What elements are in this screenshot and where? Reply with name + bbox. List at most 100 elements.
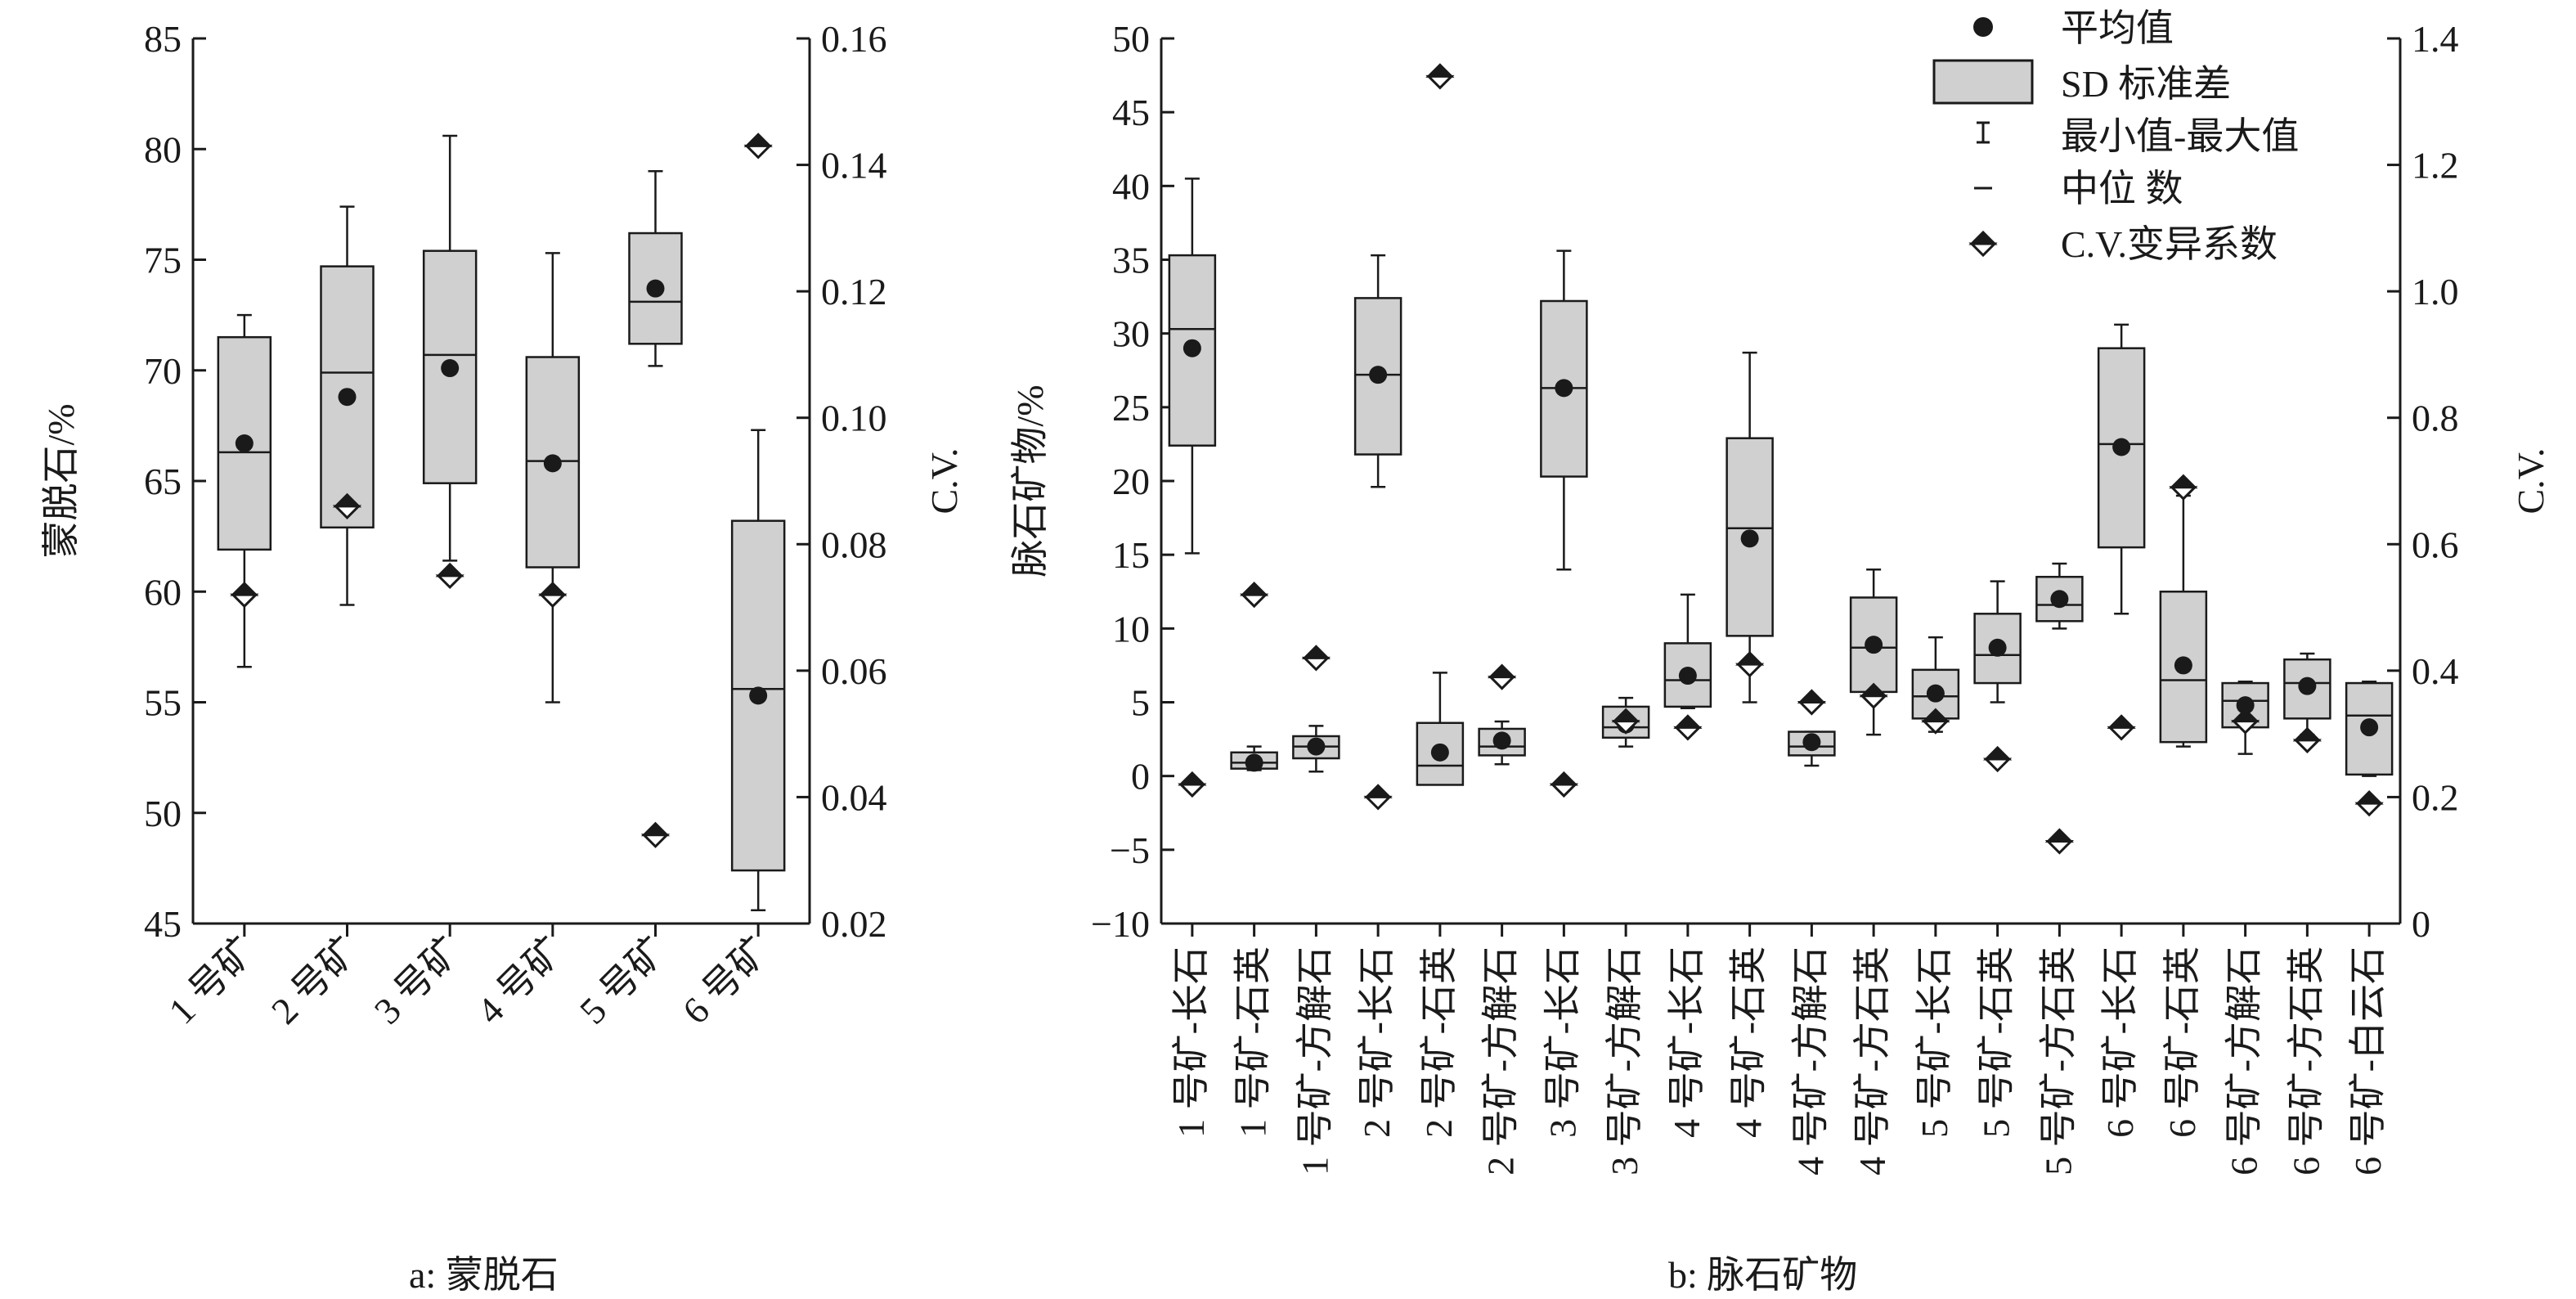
panel-b-cv-marker-top (1549, 771, 1579, 786)
panel-b-x-tick-label: 5 号矿-方石英 (2037, 946, 2079, 1175)
panel-b-x-tick-label-mineral: -石英 (1976, 946, 2017, 1034)
panel-a-y2-tick-label: 0.12 (821, 271, 887, 312)
panel-b-cv-marker (1178, 771, 1207, 798)
panel-a-cv-marker (743, 133, 773, 160)
panel-b-x-tick-label: 6 号矿-方石英 (2285, 946, 2327, 1175)
panel-b-x-tick-label-mineral: -方石英 (2037, 946, 2079, 1072)
panel-b-cv-marker (2044, 828, 2075, 855)
panel-a-cv-marker-top (743, 133, 773, 147)
panel-b-y-tick-label: 5 (1131, 682, 1150, 724)
panel-b-x-tick-label-mineral: -石英 (2161, 946, 2203, 1034)
caption-a: a: 蒙脱石 (409, 1254, 559, 1296)
panel-b-x-tick-label-mine: 6 号矿 (2161, 1034, 2203, 1138)
panel-b-x-tick-label-mine: 2 号矿 (1480, 1072, 1522, 1175)
panel-b-x-tick-label-mineral: -方石英 (1851, 946, 1893, 1072)
panel-b-mean-point (1430, 743, 1449, 762)
panel-b-y2-tick-label: 1.0 (2412, 271, 2459, 312)
panel-b-cv-marker-bottom (2231, 720, 2260, 735)
panel-b-x-tick-label-mine: 6 号矿 (2347, 1072, 2389, 1175)
panel-b-cv-marker-bottom (2169, 486, 2198, 501)
panel-b-cv-marker (1301, 645, 1331, 672)
panel-b-x-tick-label-mine: 6 号矿 (2099, 1034, 2141, 1138)
legend-cv-marker (1968, 230, 1998, 258)
panel-b-x-tick-label-mine: 6 号矿 (2285, 1072, 2327, 1175)
panel-a-cv-marker-top (230, 581, 259, 596)
panel-b-x-tick-label-mineral: -长石 (1914, 946, 1955, 1034)
panel-b-x-tick-label-mine: 4 号矿 (1728, 1034, 1770, 1138)
panel-b-x-tick-label: 4 号矿-石英 (1728, 946, 1770, 1138)
panel-a-cv-marker-bottom (538, 593, 568, 609)
panel-b-x-tick-label-mineral: -方石英 (2285, 946, 2327, 1072)
panel-b-x-tick-label: 1 号矿-方解石 (1294, 946, 1335, 1175)
panel-b-cv-marker (1921, 708, 1950, 735)
panel-b-cv-marker (1363, 784, 1393, 811)
panel-b-x-tick-label-mine: 4 号矿 (1666, 1034, 1708, 1138)
panel-b-cv-marker-top (1301, 645, 1331, 659)
panel-b-cv-marker-top (1983, 745, 2013, 761)
panel-b-y-tick-label: 15 (1112, 534, 1150, 576)
panel-a-cv-marker (332, 492, 362, 520)
panel-b-x-tick-label-mine: 1 号矿 (1170, 1034, 1212, 1138)
panel-b-y-tick-label: 45 (1112, 92, 1150, 133)
panel-b-y2-tick-label: 0.8 (2412, 398, 2459, 439)
panel-b-x-tick-label: 6 号矿-白云石 (2347, 946, 2389, 1175)
panel-b-cv-marker-top (1673, 714, 1703, 729)
panel-a-y2-tick-label: 0.06 (821, 650, 887, 692)
panel-b-cv-marker (1859, 682, 1888, 709)
panel-b-cv-marker (1797, 689, 1827, 716)
panel-a-cv-marker-top (435, 562, 464, 578)
panel-b-cv-marker (1488, 663, 1517, 690)
panel-a-y-tick-label: 65 (144, 461, 182, 502)
panel-a-x-tick-label: 4 号矿 (469, 929, 572, 1032)
panel-b-y2-tick-label: 0.4 (2412, 650, 2459, 692)
panel-b-y-tick-label: −10 (1091, 903, 1150, 945)
panel-a-x-tick-label: 6 号矿 (675, 929, 778, 1032)
panel-b-cv-marker (1611, 708, 1640, 735)
panel-b-x-tick-label-mine: 2 号矿 (1356, 1034, 1398, 1138)
panel-b-x-tick-label-mine: 4 号矿 (1851, 1072, 1893, 1175)
panel-b-mean-point (1555, 379, 1573, 398)
panel-a-cv-marker-bottom (640, 834, 671, 848)
panel-b-x-tick-label: 5 号矿-长石 (1914, 946, 1955, 1138)
panel-b-y-tick-label: 40 (1112, 165, 1150, 207)
legend-range-label: 最小值-最大值 (2061, 115, 2299, 157)
panel-b-mean-point (2112, 438, 2131, 456)
panel-b-cv-marker-top (1425, 63, 1455, 78)
legend-sd-label: SD 标准差 (2061, 63, 2231, 105)
panel-a-y2-tick-label: 0.16 (821, 18, 887, 60)
panel-b-mean-point (1865, 636, 1883, 654)
panel-b-cv-marker (1425, 63, 1455, 90)
panel-a-y2-tick-label: 0.08 (821, 524, 887, 565)
panel-b-mean-point (1307, 737, 1326, 756)
panel-b-x-tick-label-mineral: -长石 (1170, 946, 1212, 1034)
panel-b-y-tick-label: 30 (1112, 313, 1150, 355)
panel-b-cv-marker-bottom (2354, 802, 2384, 817)
panel-b-cv-marker-bottom (1859, 694, 1888, 709)
panel-b-cv-marker (1983, 745, 2013, 773)
panel-b-x-tick-label-mineral: -长石 (1542, 946, 1583, 1034)
panel-b-y2-axis-title: C.V. (2510, 448, 2551, 515)
panel-b-x-tick-label: 6 号矿-方解石 (2224, 946, 2265, 1175)
panel-b-x-tick-label: 2 号矿-石英 (1418, 946, 1460, 1138)
panel-b-cv-marker-top (1488, 663, 1517, 679)
panel-a-y-tick-label: 70 (144, 350, 182, 392)
panel-b-x-tick-label-mineral: -方解石 (1480, 946, 1522, 1072)
caption-b: b: 脉石矿物 (1668, 1254, 1858, 1296)
panel-b-cv-marker (1549, 771, 1579, 798)
panel-b-cv-marker-bottom (1178, 783, 1207, 798)
panel-b-x-tick-label-mineral: -白云石 (2347, 946, 2389, 1072)
panel-b-y-tick-label: 10 (1112, 608, 1150, 650)
panel-b-x-tick-label: 6 号矿-长石 (2099, 946, 2141, 1138)
panel-b-y2-tick-label: 0.6 (2412, 524, 2459, 565)
panel-b-x-tick-label: 4 号矿-方石英 (1851, 946, 1893, 1175)
panel-b-cv-marker-bottom (1611, 720, 1640, 735)
panel-a-cv-marker-bottom (743, 144, 773, 160)
panel-b-x-tick-label: 4 号矿-方解石 (1789, 946, 1831, 1175)
panel-a-mean-point (441, 359, 460, 378)
panel-a-x-tick-label: 5 号矿 (572, 929, 675, 1032)
panel-b-mean-point (1678, 667, 1697, 685)
panel-b-cv-marker (2231, 708, 2260, 735)
panel-a-cv-marker (640, 821, 671, 848)
panel-b-cv-marker-bottom (1673, 726, 1703, 741)
panel-b-x-tick-label-mineral: -方解石 (1294, 946, 1335, 1072)
